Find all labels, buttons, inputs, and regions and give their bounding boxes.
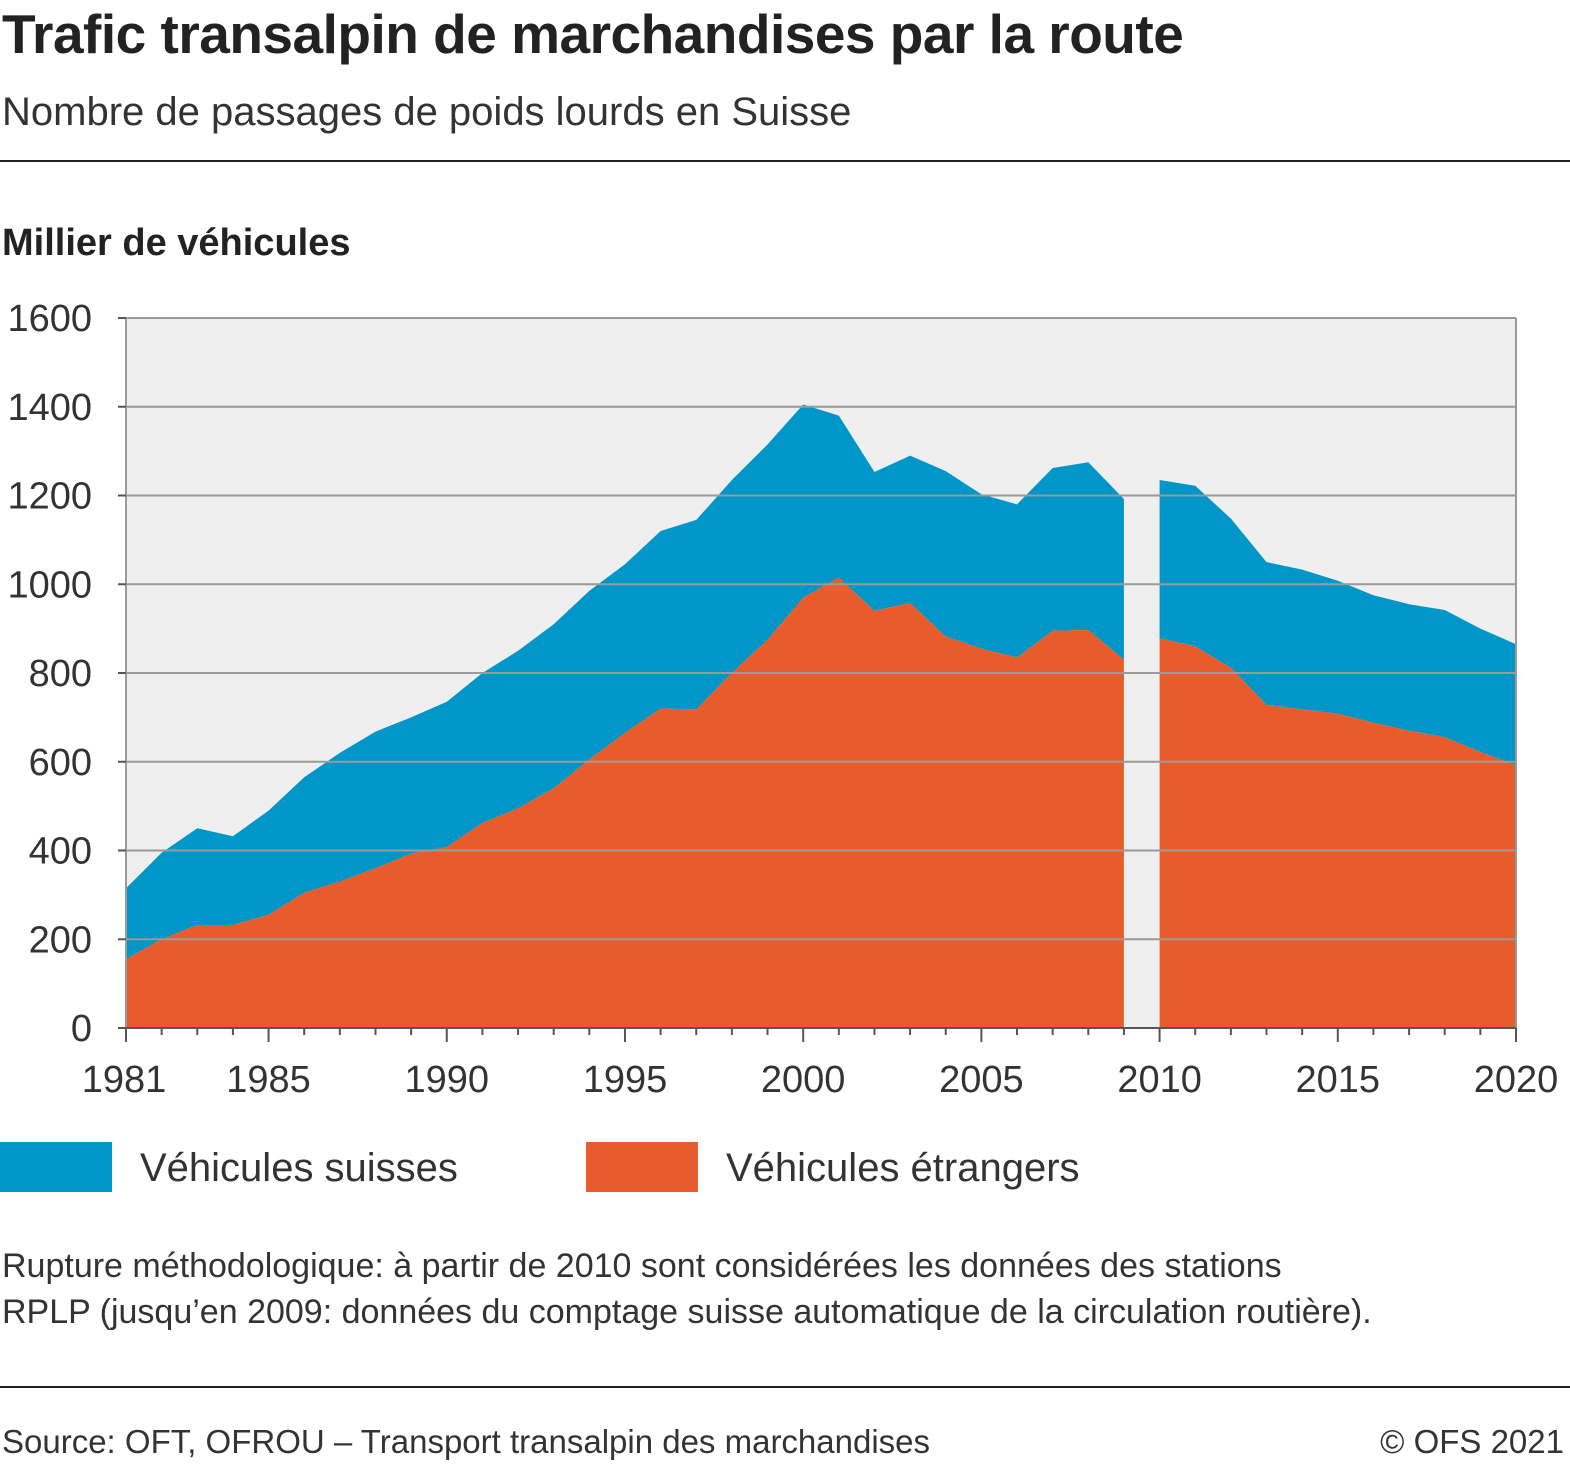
y-tick-label-800: 800 xyxy=(29,653,92,695)
y-tick-label-200: 200 xyxy=(29,919,92,961)
x-tick-label-2015: 2015 xyxy=(1296,1059,1381,1101)
legend-swatch-foreign xyxy=(586,1142,698,1192)
area-chart: 0 200 400 600 800 1000 1200 1400 1600 1981 1985 199… xyxy=(7,298,1558,1101)
chart-title: Trafic transalpin de marchandises par la… xyxy=(2,3,1184,65)
y-tick-label-600: 600 xyxy=(29,742,92,784)
methodology-note: Rupture méthodologique: à partir de 2010… xyxy=(2,1243,1562,1335)
legend-label-swiss: Véhicules suisses xyxy=(140,1146,458,1190)
source-text: Source: OFT, OFROU – Transport transalpi… xyxy=(2,1423,931,1460)
y-tick-label-1000: 1000 xyxy=(7,564,92,606)
area-foreign-segment-2 xyxy=(1159,638,1516,1028)
chart-subtitle: Nombre de passages de poids lourds en Su… xyxy=(2,90,852,134)
area-swiss-segment-1 xyxy=(126,404,1124,960)
legend: Véhicules suisses Véhicules étrangers xyxy=(0,1142,1570,1194)
methodology-note-line2: RPLP (jusqu’en 2009: données du comptage… xyxy=(2,1293,1372,1331)
legend-swatch-swiss xyxy=(0,1142,112,1192)
x-tick-label-1995: 1995 xyxy=(583,1059,668,1101)
x-tick-label-2000: 2000 xyxy=(761,1059,846,1101)
header-divider xyxy=(0,160,1570,162)
y-tick-label-0: 0 xyxy=(71,1008,92,1050)
y-axis-label: Millier de véhicules xyxy=(2,222,351,264)
area-swiss-segment-2 xyxy=(1159,480,1516,766)
x-tick-label-2010: 2010 xyxy=(1117,1059,1202,1101)
x-tick-label-1981: 1981 xyxy=(82,1059,167,1101)
x-tick-label-1990: 1990 xyxy=(404,1059,489,1101)
x-tick-label-1985: 1985 xyxy=(226,1059,311,1101)
y-tick-label-1200: 1200 xyxy=(7,476,92,518)
x-tick-label-2005: 2005 xyxy=(939,1059,1024,1101)
x-tick-label-2020: 2020 xyxy=(1474,1059,1559,1101)
y-tick-label-1400: 1400 xyxy=(7,387,92,429)
copyright-text: © OFS 2021 xyxy=(1380,1423,1564,1460)
methodology-note-line1: Rupture méthodologique: à partir de 2010… xyxy=(2,1247,1282,1285)
y-tick-label-1600: 1600 xyxy=(7,298,92,340)
footer-divider xyxy=(0,1386,1570,1388)
area-foreign-segment-1 xyxy=(126,577,1124,1028)
y-tick-label-400: 400 xyxy=(29,831,92,873)
axes: 0 200 400 600 800 1000 1200 1400 1600 1981 1985 199… xyxy=(7,298,1558,1101)
legend-label-foreign: Véhicules étrangers xyxy=(726,1146,1080,1190)
